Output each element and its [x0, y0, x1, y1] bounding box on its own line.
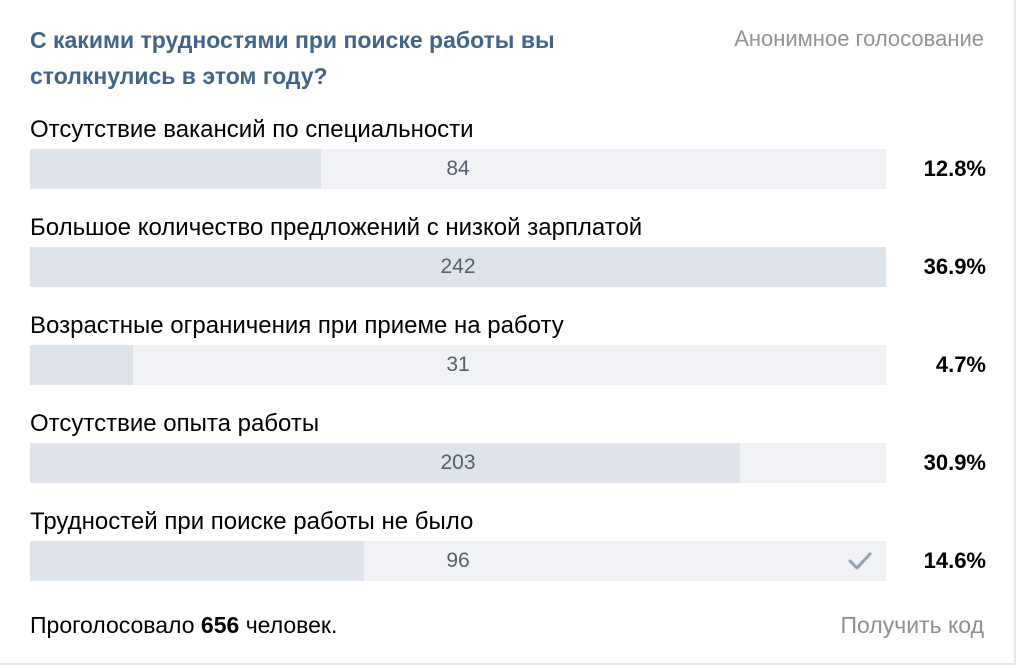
poll-options: Отсутствие вакансий по специальности 84 …: [30, 110, 986, 600]
poll-question: С какими трудностями при поиске работы в…: [30, 27, 555, 89]
option-percent: 4.7%: [935, 352, 986, 377]
option-percent: 12.8%: [923, 156, 986, 181]
option-bar: 31: [30, 345, 886, 385]
poll-option[interactable]: Возрастные ограничения при приеме на раб…: [30, 306, 986, 404]
get-code-link[interactable]: Получить код: [840, 612, 984, 638]
option-bar-fill: [30, 345, 133, 385]
voted-suffix: человек.: [245, 612, 338, 638]
option-bar: 84: [30, 149, 886, 189]
poll-option[interactable]: Отсутствие опыта работы 203 30.9%: [30, 404, 986, 502]
option-bar-fill: [30, 443, 741, 483]
option-vote-count: 31: [446, 353, 470, 376]
option-vote-count: 242: [440, 255, 476, 278]
poll-option[interactable]: Большое количество предложений с низкой …: [30, 208, 986, 306]
voted-summary: Проголосовало 656 человек.: [30, 608, 337, 642]
option-label: Трудностей при поиске работы не было: [30, 508, 474, 535]
option-label: Большое количество предложений с низкой …: [30, 214, 643, 241]
option-label: Отсутствие опыта работы: [30, 410, 320, 437]
option-bar-fill: [30, 149, 322, 189]
poll-header: С какими трудностями при поиске работы в…: [30, 22, 984, 92]
poll-option[interactable]: Отсутствие вакансий по специальности 84 …: [30, 110, 986, 208]
option-percent: 30.9%: [923, 450, 986, 475]
option-percent: 36.9%: [923, 254, 986, 279]
option-bar: 96: [30, 541, 886, 581]
option-bar: 242: [30, 247, 886, 287]
option-label: Возрастные ограничения при приеме на раб…: [30, 312, 564, 339]
option-vote-count: 84: [446, 157, 470, 180]
poll-option[interactable]: Трудностей при поиске работы не было 96 …: [30, 502, 986, 600]
option-label: Отсутствие вакансий по специальности: [30, 116, 474, 143]
option-percent: 14.6%: [923, 548, 986, 573]
poll-footer: Проголосовало 656 человек. Получить код: [30, 608, 984, 642]
option-bar: 203: [30, 443, 886, 483]
poll-type-label: Анонимное голосование: [734, 26, 984, 51]
voted-count: 656: [200, 612, 240, 638]
option-vote-count: 203: [440, 451, 476, 474]
check-icon: [848, 552, 872, 570]
voted-prefix: Проголосовало: [30, 612, 195, 638]
option-vote-count: 96: [446, 549, 470, 572]
option-bar-fill: [30, 247, 886, 287]
option-bar-fill: [30, 541, 364, 581]
